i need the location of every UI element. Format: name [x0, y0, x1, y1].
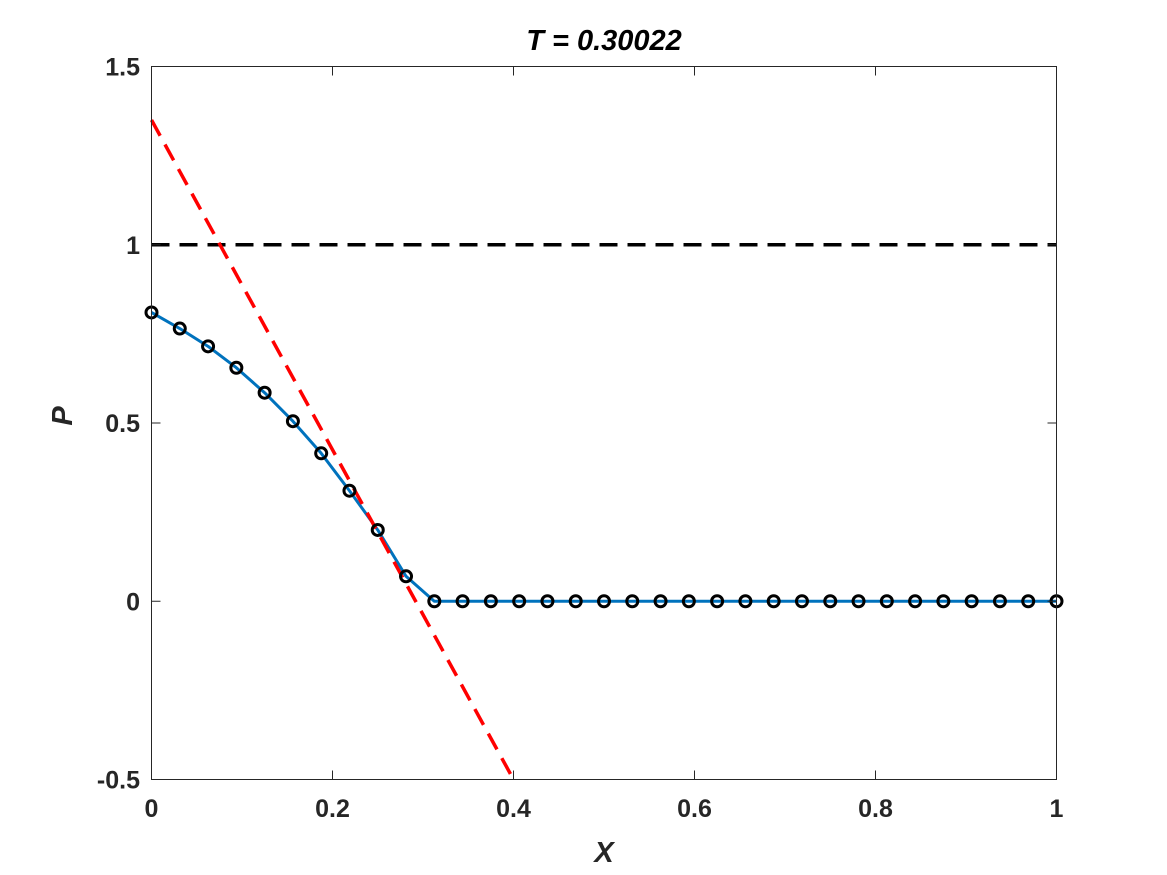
- y-axis-title: P: [47, 406, 79, 426]
- data-point-17: [625, 594, 640, 609]
- axis-ticks: [151, 66, 1057, 780]
- data-point-26: [879, 594, 894, 609]
- data-point-2: [201, 339, 216, 354]
- data-point-28: [936, 594, 951, 609]
- data-point-25: [851, 594, 866, 609]
- y-tick-label-4: 1.5: [105, 54, 140, 82]
- data-point-27: [908, 594, 923, 609]
- data-point-7: [342, 483, 357, 498]
- data-point-10: [427, 594, 442, 609]
- series-line-1: [149, 119, 516, 781]
- data-point-23: [794, 594, 809, 609]
- data-point-18: [653, 594, 668, 609]
- series-line-0: [150, 311, 1057, 603]
- x-tick-label-3: 0.6: [677, 795, 712, 823]
- data-point-14: [540, 594, 555, 609]
- data-point-11: [455, 594, 470, 609]
- chart-title: T = 0.30022: [526, 25, 682, 57]
- y-tick-label-0: -0.5: [97, 767, 140, 795]
- data-point-24: [823, 594, 838, 609]
- x-tick-label-0: 0: [145, 795, 159, 823]
- data-point-19: [681, 594, 696, 609]
- x-tick-label-1: 0.2: [315, 795, 350, 823]
- y-tick-label-2: 0.5: [105, 410, 140, 438]
- data-point-4: [257, 385, 272, 400]
- data-point-21: [738, 594, 753, 609]
- data-point-15: [568, 594, 583, 609]
- x-tick-label-4: 0.8: [858, 795, 893, 823]
- data-point-13: [512, 594, 527, 609]
- data-point-5: [285, 414, 300, 429]
- x-tick-labels: 0 0.2 0.4 0.6 0.8 1: [145, 795, 1064, 823]
- y-tick-label-3: 1: [126, 232, 140, 260]
- data-point-20: [710, 594, 725, 609]
- data-point-31: [1021, 594, 1036, 609]
- data-point-8: [370, 522, 385, 537]
- data-point-12: [483, 594, 498, 609]
- data-point-3: [229, 360, 244, 375]
- data-point-9: [399, 569, 414, 584]
- y-tick-labels: -0.5 0 0.5 1 1.5: [97, 54, 140, 795]
- data-point-6: [314, 446, 329, 461]
- x-tick-label-5: 1: [1050, 795, 1064, 823]
- x-tick-label-2: 0.4: [496, 795, 531, 823]
- data-point-29: [964, 594, 979, 609]
- plot-lines: [149, 119, 1057, 781]
- plot-area: [151, 66, 1057, 780]
- data-point-30: [992, 594, 1007, 609]
- y-tick-label-1: 0: [126, 588, 140, 616]
- x-axis-title: X: [592, 837, 615, 869]
- data-point-16: [597, 594, 611, 609]
- data-markers: [144, 305, 1064, 609]
- data-point-22: [766, 594, 781, 609]
- data-point-1: [172, 321, 187, 336]
